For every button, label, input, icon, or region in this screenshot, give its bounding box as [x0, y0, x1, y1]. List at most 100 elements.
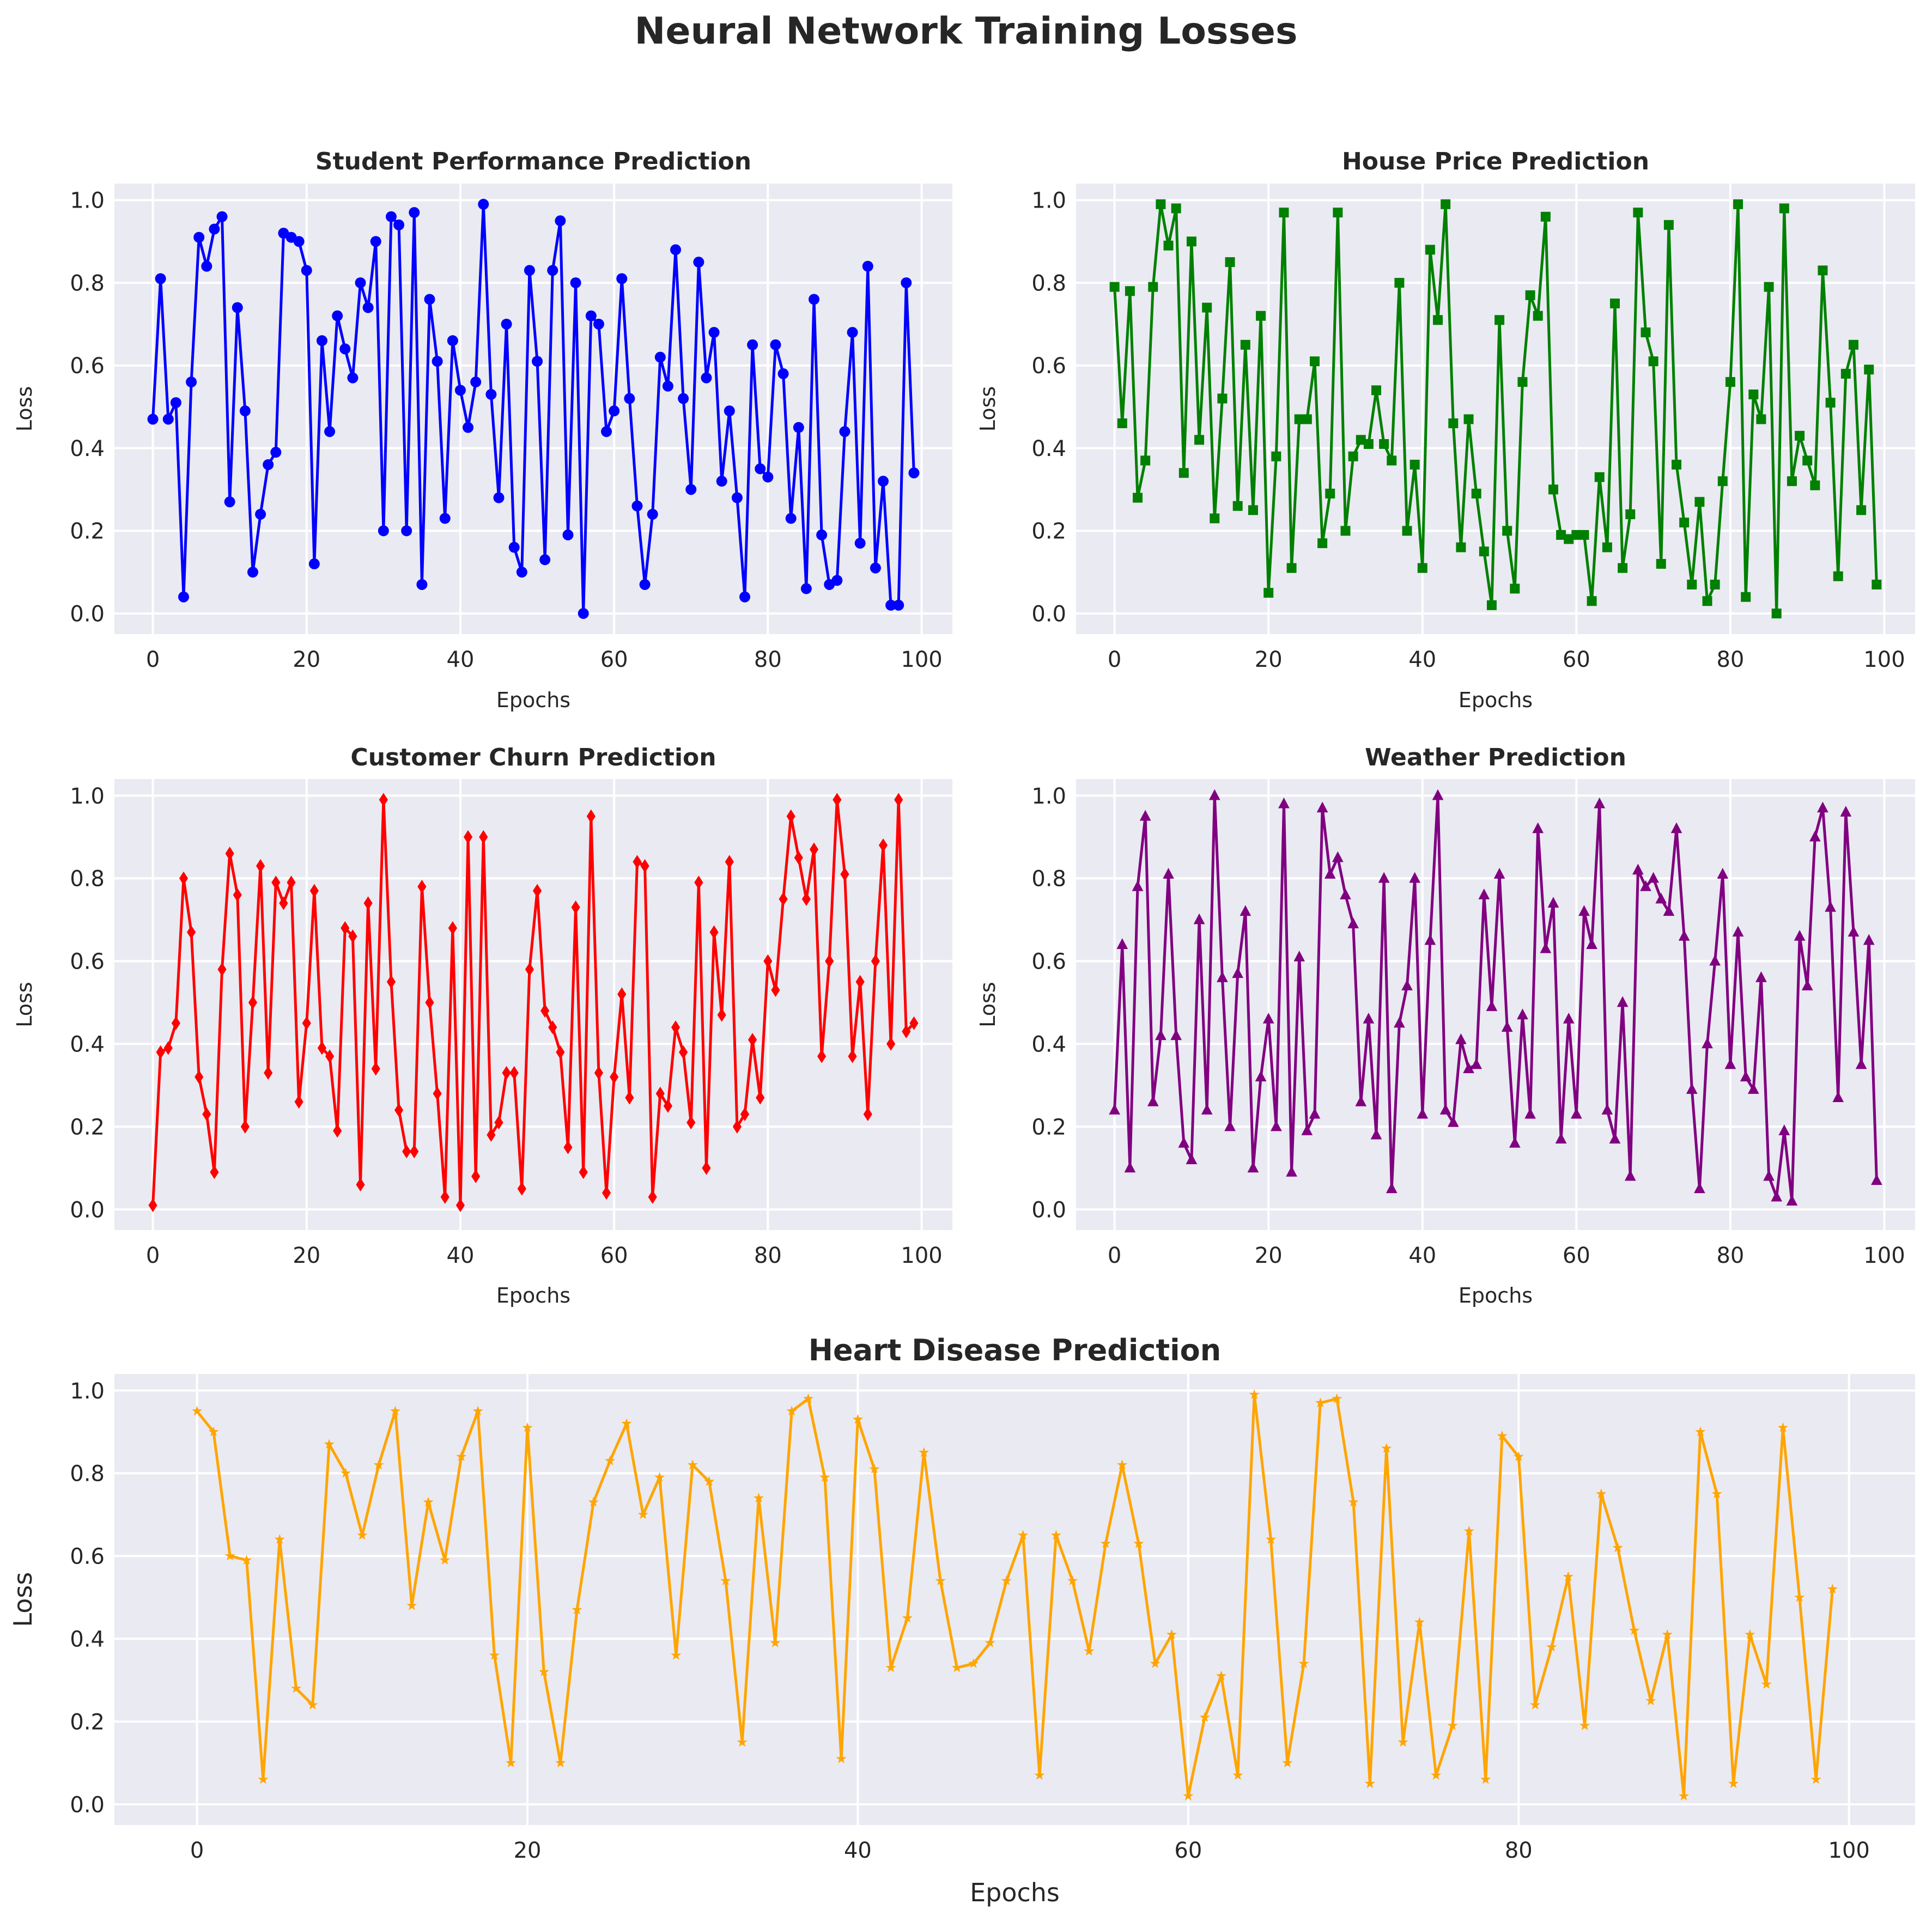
data-point	[406, 1600, 417, 1610]
data-point	[186, 376, 197, 388]
data-point	[679, 1045, 688, 1059]
data-point	[1225, 257, 1235, 267]
data-point	[1740, 1071, 1752, 1082]
data-point	[801, 892, 811, 906]
data-point	[1755, 971, 1767, 982]
data-point	[770, 1637, 781, 1647]
data-point	[516, 567, 527, 578]
data-point	[1711, 1488, 1722, 1499]
data-point	[1771, 1190, 1783, 1202]
data-point	[274, 1534, 285, 1544]
data-point	[1587, 596, 1597, 606]
data-point	[307, 1699, 318, 1710]
data-point	[1501, 1021, 1513, 1032]
data-point	[771, 983, 780, 998]
data-point	[610, 1070, 619, 1084]
data-point	[1571, 530, 1582, 540]
data-point	[155, 273, 166, 284]
data-point	[731, 492, 743, 503]
data-point	[1170, 1029, 1182, 1041]
data-point	[1480, 1774, 1491, 1784]
data-point	[424, 294, 435, 305]
data-point	[1232, 967, 1244, 978]
data-point	[362, 302, 374, 313]
data-point	[271, 875, 281, 890]
data-point	[902, 1024, 911, 1038]
data-point	[232, 302, 243, 313]
data-point	[1249, 1389, 1260, 1400]
data-point	[506, 1757, 517, 1768]
data-point	[192, 1406, 203, 1416]
data-point	[1210, 513, 1220, 524]
panel-1: 0 20 40 60 80 100 0.0 0.2 0.4 0.6 0.8 1.0 House Pric…	[976, 148, 1915, 712]
data-point	[1717, 476, 1728, 486]
data-point	[1832, 1091, 1844, 1103]
data-point	[654, 351, 666, 363]
data-point	[1348, 451, 1358, 461]
data-point	[1612, 1542, 1623, 1553]
data-point	[402, 1145, 411, 1159]
data-point	[754, 1492, 764, 1503]
data-point	[1286, 1165, 1297, 1177]
data-point	[663, 1099, 673, 1113]
data-point	[1178, 1136, 1190, 1148]
data-point	[256, 859, 265, 873]
data-point	[556, 1045, 565, 1059]
panel-3: 0 20 40 60 80 100 0.0 0.2 0.4 0.6 0.8 1.0 Weather Pr…	[976, 744, 1915, 1307]
data-point	[1150, 1658, 1161, 1668]
data-point	[951, 1662, 962, 1672]
data-point	[291, 1683, 301, 1693]
data-point	[1240, 339, 1250, 350]
data-point	[1662, 1629, 1673, 1639]
data-point	[1871, 1174, 1882, 1185]
data-point	[247, 567, 258, 578]
data-point	[1156, 199, 1166, 209]
data-point	[348, 929, 357, 944]
data-point	[1656, 559, 1666, 569]
data-point	[394, 1103, 404, 1117]
data-point	[1298, 1658, 1309, 1668]
data-point	[1301, 1124, 1313, 1135]
data-point	[448, 921, 457, 935]
data-point	[578, 608, 589, 619]
x-tick-label: 80	[1716, 647, 1744, 672]
data-point	[1679, 1790, 1689, 1801]
x-tick-label: 0	[1108, 647, 1121, 672]
data-point	[1601, 1104, 1613, 1115]
data-point	[1702, 1037, 1713, 1049]
data-point	[1761, 1678, 1772, 1689]
y-tick-label: 0.2	[70, 1710, 105, 1735]
data-point	[341, 1468, 351, 1478]
data-point	[279, 896, 288, 910]
data-point	[785, 513, 797, 524]
data-point	[833, 793, 842, 807]
data-point	[1139, 810, 1151, 821]
data-point	[1645, 1695, 1656, 1706]
data-point	[704, 1476, 715, 1486]
data-point	[654, 1471, 665, 1482]
data-point	[1794, 1592, 1805, 1602]
data-point	[171, 1016, 180, 1030]
data-point	[324, 1439, 335, 1449]
data-point	[1425, 245, 1435, 255]
data-point	[163, 1041, 173, 1055]
data-point	[831, 575, 843, 586]
data-point	[1548, 484, 1558, 495]
data-point	[701, 372, 712, 384]
data-point	[1809, 830, 1821, 842]
data-point	[258, 1774, 269, 1784]
data-point	[1756, 414, 1766, 424]
data-point	[1863, 934, 1875, 945]
data-point	[193, 232, 205, 243]
data-point	[1745, 1629, 1755, 1639]
data-point	[1409, 459, 1420, 470]
data-point	[586, 809, 596, 823]
data-point	[863, 1107, 872, 1121]
data-point	[779, 892, 788, 906]
data-point	[770, 339, 781, 350]
data-point	[1724, 1058, 1736, 1069]
data-point	[1217, 393, 1228, 404]
x-tick-label: 40	[447, 647, 475, 672]
data-point	[1864, 364, 1874, 375]
data-point	[325, 1049, 335, 1063]
